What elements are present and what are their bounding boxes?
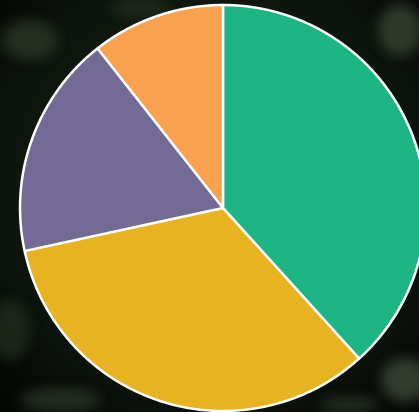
pie-slice-1 [221, 3, 419, 360]
pie-slice-3 [18, 47, 225, 253]
pie-slice-4 [96, 3, 225, 210]
pie-slice-2 [23, 206, 361, 412]
